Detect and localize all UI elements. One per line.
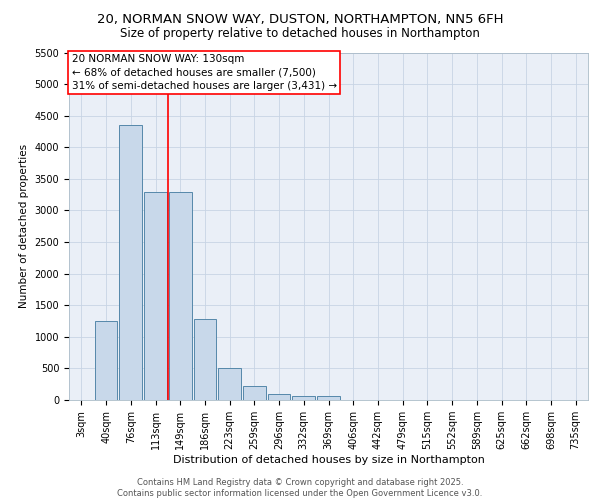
Bar — [292, 396, 315, 400]
Text: Size of property relative to detached houses in Northampton: Size of property relative to detached ho… — [120, 28, 480, 40]
Text: 20, NORMAN SNOW WAY, DUSTON, NORTHAMPTON, NN5 6FH: 20, NORMAN SNOW WAY, DUSTON, NORTHAMPTON… — [97, 12, 503, 26]
Y-axis label: Number of detached properties: Number of detached properties — [19, 144, 29, 308]
Bar — [268, 394, 290, 400]
Bar — [243, 386, 266, 400]
Text: 20 NORMAN SNOW WAY: 130sqm
← 68% of detached houses are smaller (7,500)
31% of s: 20 NORMAN SNOW WAY: 130sqm ← 68% of deta… — [71, 54, 337, 90]
Bar — [95, 321, 118, 400]
Bar — [119, 125, 142, 400]
Bar — [169, 192, 191, 400]
Text: Contains HM Land Registry data © Crown copyright and database right 2025.: Contains HM Land Registry data © Crown c… — [137, 478, 463, 487]
X-axis label: Distribution of detached houses by size in Northampton: Distribution of detached houses by size … — [173, 455, 484, 465]
Bar — [194, 319, 216, 400]
Bar — [144, 192, 167, 400]
Bar — [218, 368, 241, 400]
Text: Contains public sector information licensed under the Open Government Licence v3: Contains public sector information licen… — [118, 490, 482, 498]
Bar — [317, 396, 340, 400]
